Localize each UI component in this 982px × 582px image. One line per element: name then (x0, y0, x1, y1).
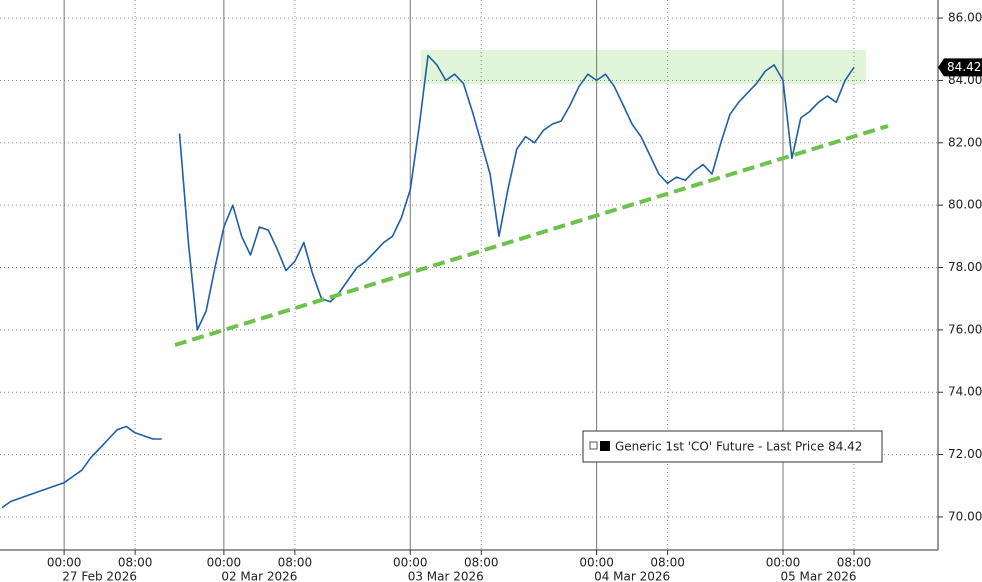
y-tick-label: 70.00 (948, 509, 982, 523)
x-tick-label: 00:00 (47, 556, 82, 570)
date-label: 03 Mar 2026 (408, 570, 484, 582)
y-tick-label: 78.00 (948, 260, 982, 274)
x-tick-label: 08:00 (650, 556, 685, 570)
y-tick-label: 72.00 (948, 447, 982, 461)
y-tick-label: 86.00 (948, 11, 982, 25)
x-tick-label: 08:00 (464, 556, 499, 570)
legend-box (582, 430, 883, 463)
resistance-band (421, 50, 866, 84)
x-tick-label: 00:00 (579, 556, 614, 570)
y-tick-label: 82.00 (948, 135, 982, 149)
x-tick-label: 08:00 (118, 556, 153, 570)
date-label: 04 Mar 2026 (594, 570, 670, 582)
x-tick-label: 08:00 (278, 556, 313, 570)
last-price-label: 84.42 (947, 60, 981, 74)
x-tick-label: 00:00 (393, 556, 428, 570)
last-price-tag (938, 58, 982, 77)
legend: Generic 1st 'CO' Future - Last Price 84.… (582, 430, 883, 463)
y-tick-label: 84.00 (948, 73, 982, 87)
axes: 70.00 72.00 74.00 76.00 78.00 80.00 82.00 84.00… (47, 11, 982, 582)
legend-swatch (600, 441, 610, 451)
date-label: 02 Mar 2026 (221, 570, 297, 582)
y-tick-label: 74.00 (948, 385, 982, 399)
date-label: 27 Feb 2026 (62, 570, 137, 582)
plot (1, 54, 855, 509)
date-label: 05 Mar 2026 (780, 570, 856, 582)
legend-toggle (589, 441, 598, 450)
x-tick-label: 00:00 (207, 556, 242, 570)
x-tick-label: 08:00 (837, 556, 872, 570)
x-tick-label: 00:00 (766, 556, 801, 570)
grid (0, 0, 938, 550)
price-line (1, 54, 855, 509)
y-tick-label: 80.00 (948, 198, 982, 212)
legend-label: Generic 1st 'CO' Future - Last Price 84.… (615, 440, 862, 454)
y-tick-label: 76.00 (948, 322, 982, 336)
trend-line (174, 124, 889, 347)
